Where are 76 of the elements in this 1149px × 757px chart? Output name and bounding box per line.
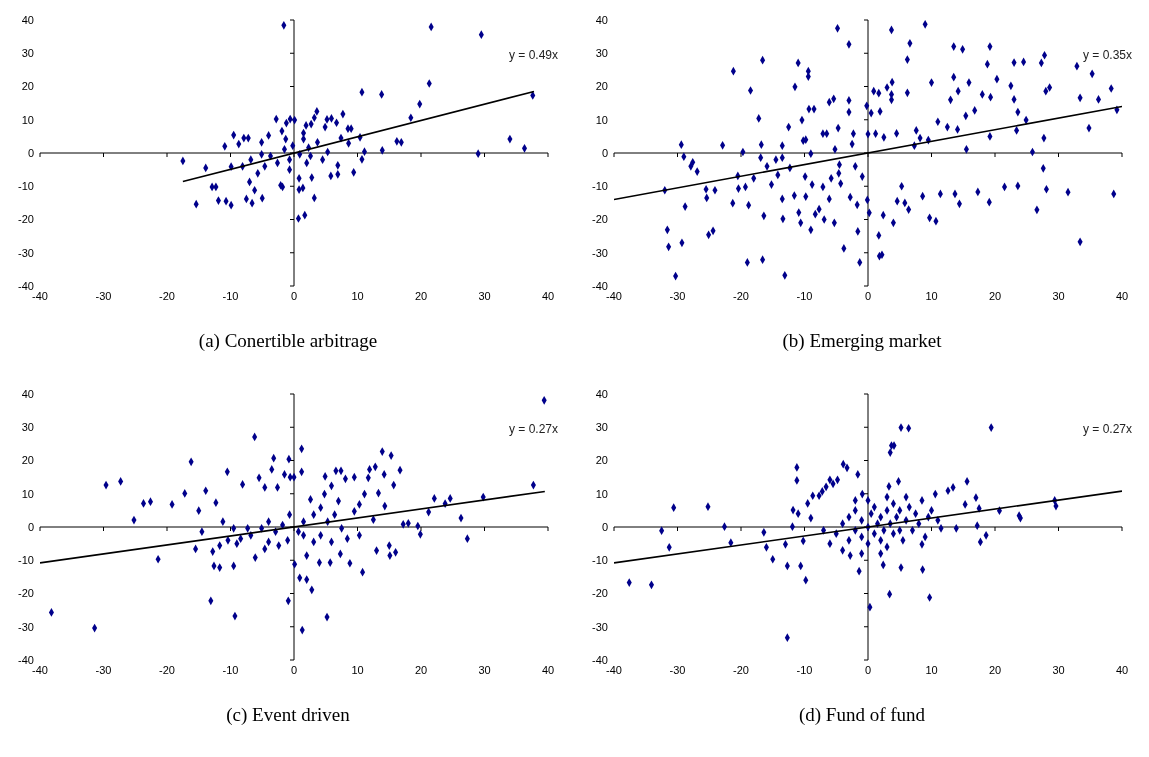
x-tick-label: -30 xyxy=(95,289,112,302)
x-tick-label: 30 xyxy=(1052,663,1065,676)
y-tick-label: 30 xyxy=(595,421,608,434)
x-tick-label: -20 xyxy=(733,289,749,302)
x-tick-label: 40 xyxy=(1115,289,1129,302)
x-tick-label: 0 xyxy=(864,289,872,302)
y-tick-label: -40 xyxy=(18,653,34,666)
y-tick-label: 40 xyxy=(21,13,34,26)
y-tick-label: -20 xyxy=(18,213,34,226)
annotation: y = 0.27x xyxy=(508,422,558,436)
x-tick-label: 0 xyxy=(290,663,298,676)
y-tick-label: -10 xyxy=(592,180,608,193)
x-tick-label: -10 xyxy=(796,289,813,302)
y-tick-label: 0 xyxy=(601,520,608,533)
y-tick-label: -30 xyxy=(18,620,34,633)
x-tick-label: 40 xyxy=(541,663,555,676)
y-tick-label: 30 xyxy=(21,47,34,60)
y-tick-label: 0 xyxy=(601,146,608,159)
y-tick-label: -10 xyxy=(18,554,34,567)
y-tick-label: 10 xyxy=(595,487,608,500)
text: (c) Event driven xyxy=(225,704,351,726)
y-tick-label: -10 xyxy=(592,554,608,567)
x-tick-label: -30 xyxy=(95,663,112,676)
x-tick-label: 10 xyxy=(351,663,364,676)
y-tick-label: -40 xyxy=(18,279,34,292)
x-tick-label: -20 xyxy=(733,663,749,676)
y-tick-label: -30 xyxy=(592,246,608,259)
y-tick-label: -20 xyxy=(592,587,608,600)
y-tick-label: -30 xyxy=(18,246,34,259)
x-tick-label: -10 xyxy=(222,663,239,676)
x-tick-label: 20 xyxy=(988,663,1002,676)
x-tick-label: 30 xyxy=(478,289,491,302)
text: (a) Conertible arbitrage xyxy=(197,330,379,352)
y-tick-label: -40 xyxy=(592,653,608,666)
x-tick-label: -30 xyxy=(669,663,686,676)
y-tick-label: 40 xyxy=(21,387,34,400)
annotation: y = 0.27x xyxy=(1082,422,1132,436)
y-tick-label: -20 xyxy=(592,213,608,226)
x-tick-label: -10 xyxy=(222,289,239,302)
x-tick-label: 20 xyxy=(414,663,428,676)
y-tick-label: 0 xyxy=(27,520,34,533)
y-tick-label: 20 xyxy=(595,80,608,93)
y-tick-label: 30 xyxy=(595,47,608,60)
x-tick-label: 20 xyxy=(414,289,428,302)
x-tick-label: 30 xyxy=(1052,289,1065,302)
x-tick-label: -10 xyxy=(796,663,813,676)
y-tick-label: 40 xyxy=(595,13,608,26)
y-tick-label: -40 xyxy=(592,279,608,292)
x-tick-label: 20 xyxy=(988,289,1002,302)
text: (b) Emerging market xyxy=(781,330,943,352)
x-tick-label: -20 xyxy=(159,289,175,302)
y-tick-label: 20 xyxy=(595,454,608,467)
x-tick-label: 0 xyxy=(290,289,298,302)
y-tick-label: 30 xyxy=(21,421,34,434)
x-tick-label: 30 xyxy=(478,663,491,676)
y-tick-label: 10 xyxy=(21,113,34,126)
text: (d) Fund of fund xyxy=(797,704,927,726)
x-tick-label: 40 xyxy=(1115,663,1129,676)
x-tick-label: 10 xyxy=(925,663,938,676)
y-tick-label: 40 xyxy=(595,387,608,400)
x-tick-label: -30 xyxy=(669,289,686,302)
x-tick-label: 10 xyxy=(351,289,364,302)
y-tick-label: -10 xyxy=(18,180,34,193)
x-tick-label: 40 xyxy=(541,289,555,302)
annotation: y = 0.49x xyxy=(508,48,558,62)
x-tick-label: 0 xyxy=(864,663,872,676)
x-tick-label: -20 xyxy=(159,663,175,676)
y-tick-label: -30 xyxy=(592,620,608,633)
annotation: y = 0.35x xyxy=(1082,48,1132,62)
x-tick-label: 10 xyxy=(925,289,938,302)
y-tick-label: 20 xyxy=(21,80,34,93)
y-tick-label: 10 xyxy=(21,487,34,500)
y-tick-label: -20 xyxy=(18,587,34,600)
y-tick-label: 0 xyxy=(27,146,34,159)
y-tick-label: 10 xyxy=(595,113,608,126)
y-tick-label: 20 xyxy=(21,454,34,467)
